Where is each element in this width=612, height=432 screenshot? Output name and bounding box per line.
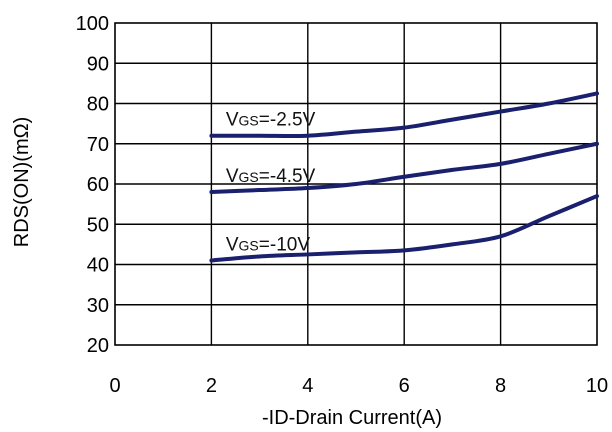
y-tick-label-8: 100	[76, 13, 109, 35]
series-annotation-2: VGS=-10V	[226, 234, 310, 255]
x-axis-ticks: 0 2 4 6 8 10	[109, 375, 608, 397]
x-axis-title: -ID-Drain Current(A)	[262, 407, 442, 429]
y-tick-label-4: 60	[87, 174, 109, 196]
x-tick-label-1: 2	[206, 375, 217, 397]
series-line-1	[209, 141, 599, 195]
x-tick-label-3: 6	[399, 375, 410, 397]
y-axis-ticks: 20 30 40 50 60 70 80 90 100	[76, 13, 109, 357]
plot-frame	[114, 22, 598, 346]
annotation-layer: VGS=-2.5V VGS=-4.5V VGS=-10V	[226, 110, 316, 256]
y-tick-label-5: 70	[87, 134, 109, 156]
series-annotation-0: VGS=-2.5V	[226, 110, 316, 131]
x-tick-label-4: 8	[495, 375, 506, 397]
y-tick-label-6: 80	[87, 94, 109, 116]
x-tick-label-2: 4	[302, 375, 313, 397]
y-tick-label-7: 90	[87, 53, 109, 75]
y-tick-label-2: 40	[87, 255, 109, 277]
x-tick-label-5: 10	[586, 375, 608, 397]
series-line-2	[209, 194, 599, 263]
series-layer	[209, 91, 599, 263]
x-tick-label-0: 0	[109, 375, 120, 397]
y-tick-label-0: 20	[87, 335, 109, 357]
y-tick-label-3: 50	[87, 214, 109, 236]
y-tick-label-1: 30	[87, 295, 109, 317]
y-axis-title: RDS(ON)(mΩ)	[11, 117, 33, 247]
series-line-0	[209, 91, 599, 138]
grid	[114, 22, 598, 346]
series-annotation-1: VGS=-4.5V	[226, 166, 316, 187]
